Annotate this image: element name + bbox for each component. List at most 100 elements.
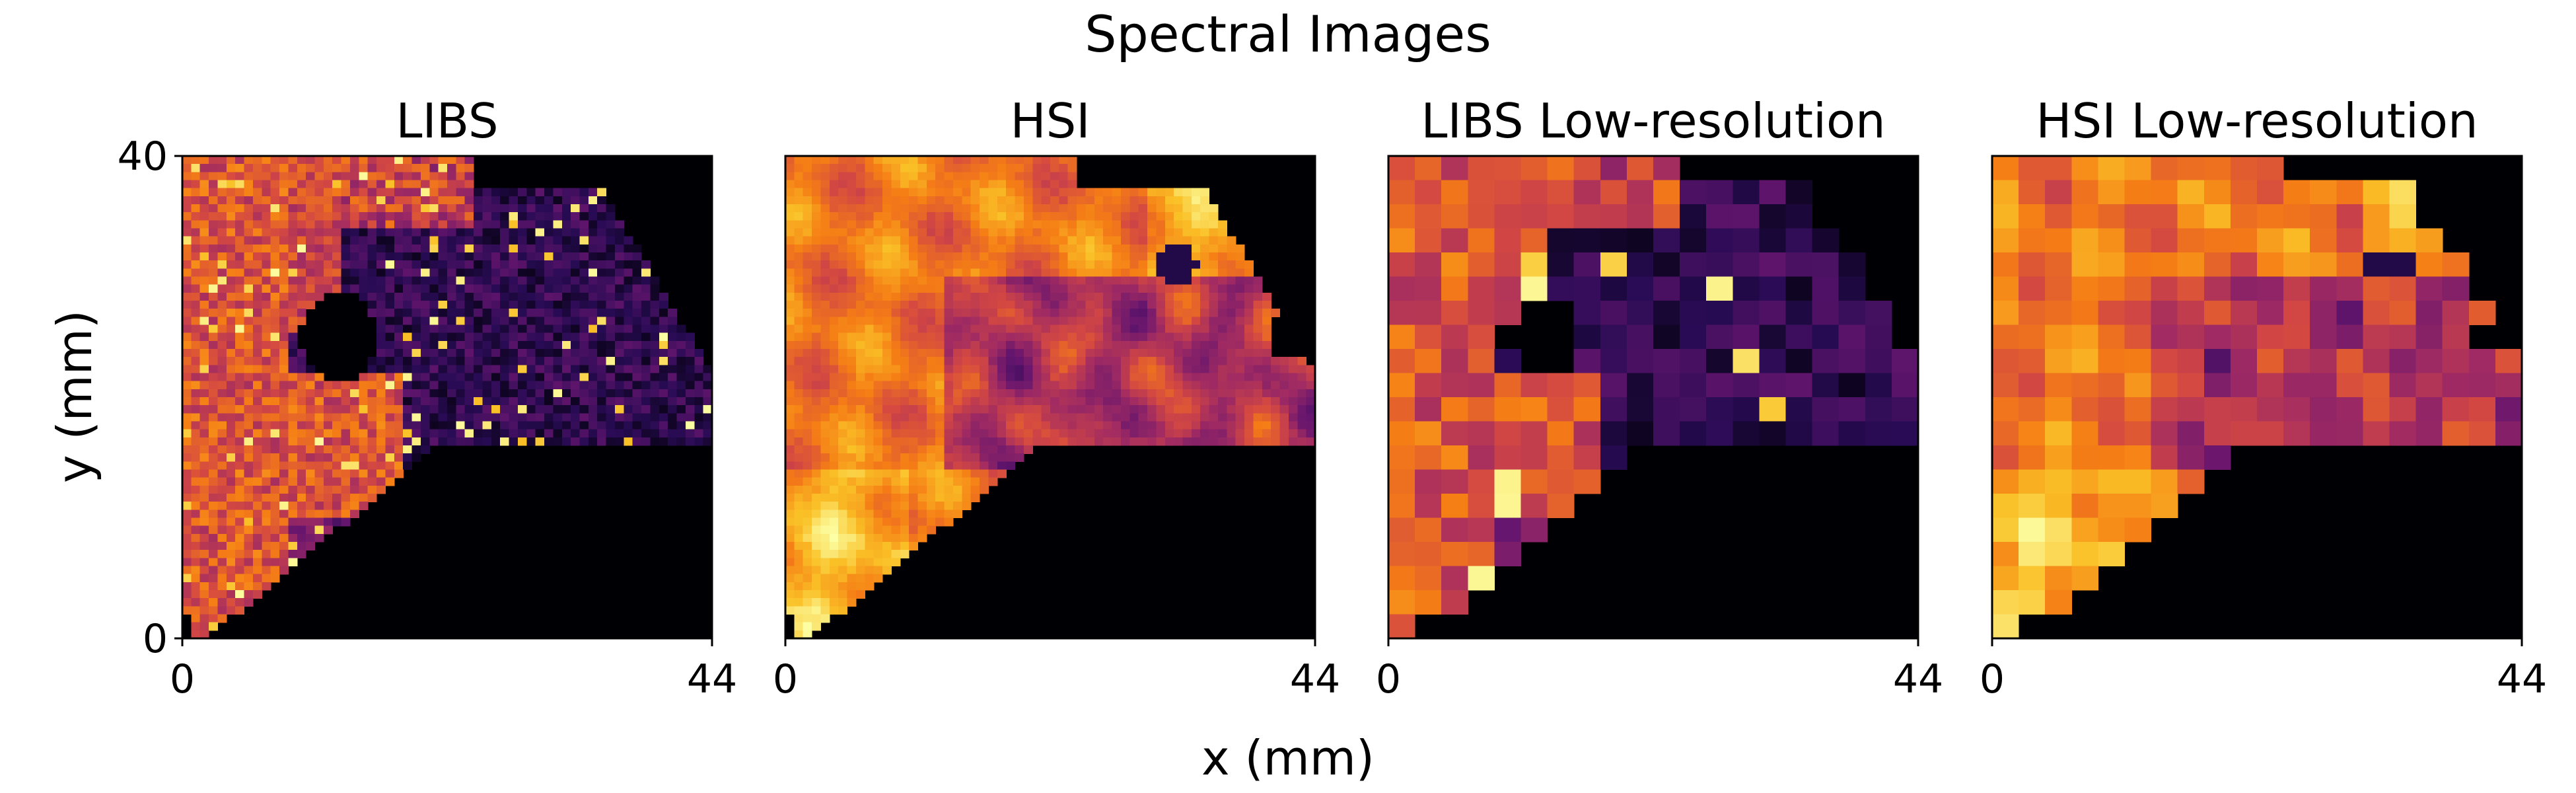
heatmap-cell	[279, 469, 289, 478]
heatmap-cell	[403, 381, 413, 390]
heatmap-cell	[297, 429, 306, 438]
heatmap-cell	[199, 630, 209, 639]
heatmap-cell	[812, 357, 822, 365]
heatmap-cell	[1573, 324, 1601, 350]
heatmap-cell	[579, 244, 589, 253]
heatmap-cell	[900, 437, 910, 446]
heatmap-cell	[803, 188, 812, 197]
heatmap-cell	[1174, 317, 1184, 326]
heatmap-cell	[597, 340, 607, 350]
heatmap-cell	[820, 196, 830, 205]
heatmap-cell	[209, 260, 219, 269]
heatmap-cell	[199, 469, 209, 478]
heatmap-cell	[812, 332, 822, 342]
heatmap-cell	[829, 550, 839, 558]
heatmap-cell	[1103, 429, 1113, 438]
heatmap-cell	[509, 349, 519, 358]
heatmap-cell	[812, 204, 822, 213]
heatmap-cell	[226, 357, 236, 365]
heatmap-cell	[1067, 389, 1077, 398]
heatmap-cell	[509, 188, 519, 197]
heatmap-cell	[952, 365, 962, 374]
heatmap-cell	[199, 485, 209, 494]
heatmap-cell	[1217, 317, 1227, 326]
heatmap-cell	[935, 373, 945, 382]
heatmap-cell	[1147, 196, 1157, 205]
heatmap-cell	[785, 228, 795, 237]
heatmap-cell	[952, 180, 962, 189]
heatmap-cell	[244, 405, 254, 414]
heatmap-cell	[1209, 276, 1219, 285]
heatmap-cell	[1174, 357, 1184, 365]
heatmap-cell	[838, 260, 848, 269]
heatmap-cell	[1164, 405, 1174, 414]
heatmap-cell	[561, 276, 571, 285]
heatmap-cell	[1600, 445, 1628, 471]
heatmap-cell	[909, 260, 919, 269]
heatmap-cell	[438, 236, 448, 245]
heatmap-cell	[226, 349, 236, 358]
heatmap-cell	[2124, 324, 2152, 350]
heatmap-cell	[614, 373, 624, 382]
heatmap-cell	[1006, 397, 1016, 406]
heatmap-cell	[838, 502, 848, 510]
heatmap-cell	[517, 413, 527, 422]
heatmap-cell	[385, 236, 395, 245]
heatmap-cell	[694, 349, 704, 358]
heatmap-cell	[553, 252, 563, 261]
heatmap-cell	[420, 252, 430, 261]
heatmap-cell	[376, 268, 386, 278]
heatmap-cell	[279, 309, 289, 317]
heatmap-cell	[891, 389, 901, 398]
heatmap-cell	[270, 276, 280, 285]
heatmap-cell	[988, 429, 998, 438]
heatmap-cell	[944, 276, 954, 285]
heatmap-cell	[997, 309, 1007, 317]
heatmap-cell	[288, 340, 298, 350]
heatmap-cell	[1015, 284, 1024, 293]
heatmap-cell	[367, 373, 377, 382]
heatmap-cell	[2177, 228, 2205, 253]
heatmap-cell	[252, 317, 262, 326]
heatmap-cell	[2415, 276, 2443, 301]
heatmap-cell	[588, 268, 598, 278]
heatmap-cell	[323, 252, 333, 261]
heatmap-cell	[359, 156, 369, 165]
heatmap-cell	[526, 317, 536, 326]
heatmap-cell	[980, 381, 989, 390]
heatmap-cell	[970, 268, 980, 278]
heatmap-cell	[1992, 301, 2019, 326]
heatmap-cell	[1262, 421, 1271, 430]
heatmap-cell	[288, 494, 298, 502]
heatmap-cell	[191, 445, 201, 454]
heatmap-cell	[262, 510, 271, 519]
heatmap-cell	[244, 590, 254, 599]
heatmap-cell	[1785, 180, 1813, 205]
heatmap-cell	[544, 276, 554, 285]
heatmap-cell	[2151, 421, 2178, 446]
heatmap-cell	[217, 421, 227, 430]
heatmap-cell	[597, 397, 607, 406]
heatmap-cell	[917, 301, 927, 309]
heatmap-cell	[1217, 309, 1227, 317]
heatmap-cell	[1085, 284, 1095, 293]
heatmap-cell	[323, 461, 333, 471]
heatmap-cell	[279, 437, 289, 446]
heatmap-cell	[1112, 244, 1122, 253]
heatmap-cell	[535, 276, 545, 285]
heatmap-cell	[829, 413, 839, 422]
heatmap-cell	[2098, 252, 2126, 278]
heatmap-cell	[1023, 180, 1033, 189]
heatmap-cell	[217, 413, 227, 422]
heatmap-cell	[703, 413, 713, 422]
heatmap-cell	[988, 228, 998, 237]
heatmap-cell	[935, 381, 945, 390]
heatmap-cell	[270, 324, 280, 334]
heatmap-cell	[2098, 445, 2126, 471]
heatmap-cell	[1147, 204, 1157, 213]
heatmap-cell	[270, 188, 280, 197]
heatmap-cell	[1032, 324, 1042, 334]
heatmap-cell	[509, 317, 519, 326]
heatmap-cell	[812, 542, 822, 550]
heatmap-cell	[297, 212, 306, 221]
